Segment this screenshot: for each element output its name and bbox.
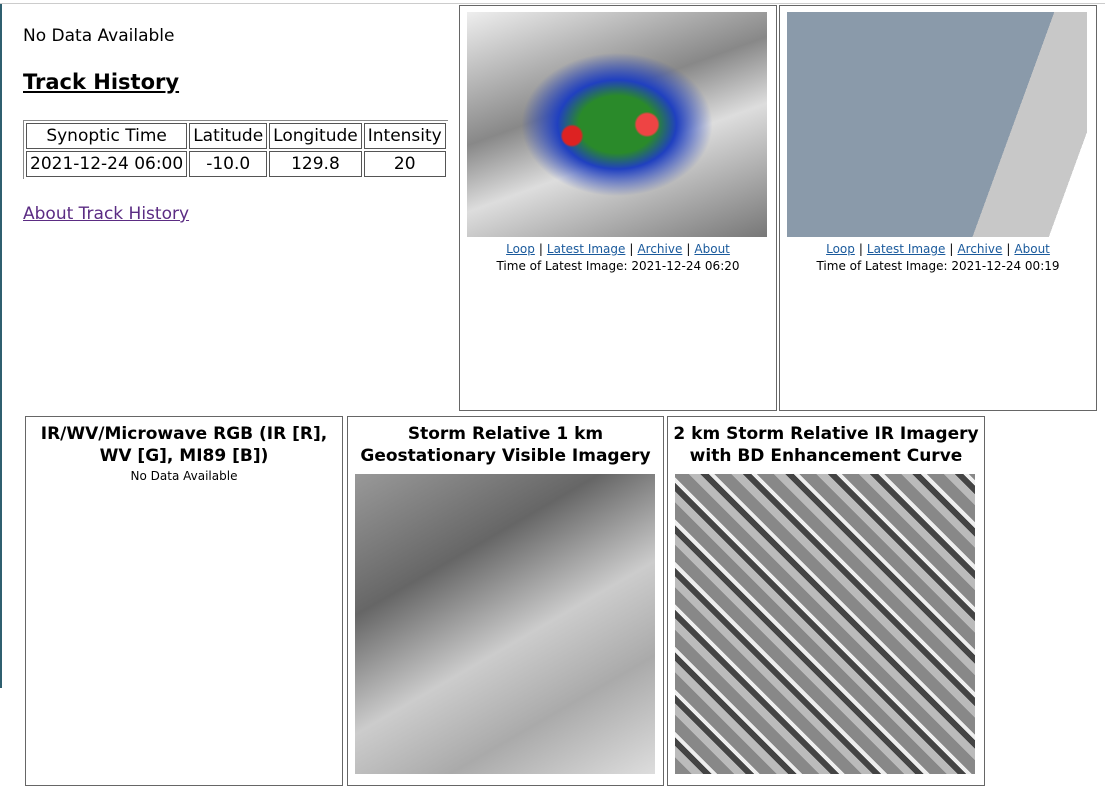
panel-title: Storm Relative 1 km Geostationary Visibl…	[360, 424, 651, 466]
table-row: 2021-12-24 06:00 -10.0 129.8 20	[26, 151, 446, 177]
table-cell: -10.0	[189, 151, 268, 177]
satellite-image[interactable]	[675, 474, 975, 774]
image-link[interactable]: Latest Image	[546, 242, 626, 256]
top-border	[0, 3, 1105, 4]
image-link[interactable]: Archive	[957, 242, 1003, 256]
column-header: Latitude	[189, 123, 268, 149]
status-text: No Data Available	[23, 26, 175, 46]
table-cell: 2021-12-24 06:00	[26, 151, 188, 177]
panel-title: IR/WV/Microwave RGB (IR [R], WV [G], MI8…	[40, 424, 328, 466]
image-link[interactable]: About	[1014, 242, 1050, 256]
image-link[interactable]: About	[694, 242, 730, 256]
image-links: Loop | Latest Image | Archive | About	[460, 242, 776, 256]
separator: |	[538, 242, 543, 256]
panel-title: 2 km Storm Relative IR Imagery with BD E…	[673, 424, 979, 466]
separator: |	[1006, 242, 1011, 256]
table-cell: 129.8	[269, 151, 362, 177]
image-link[interactable]: Archive	[637, 242, 683, 256]
table-cell: 20	[363, 151, 446, 177]
about-link[interactable]: About Track History	[23, 204, 190, 224]
section-title: Track History	[23, 70, 180, 94]
satellite-image[interactable]	[355, 474, 655, 774]
separator: |	[686, 242, 691, 256]
image-panel: 2 km Storm Relative IR Imagery with BD E…	[667, 416, 985, 786]
image-time: Time of Latest Image: 2021-12-24 00:19	[816, 259, 1060, 273]
column-header: Synoptic Time	[26, 123, 188, 149]
header-row: Synoptic Time Latitude Longitude Intensity	[26, 123, 446, 149]
image-panel: Loop | Latest Image | Archive | About Time of L…	[779, 5, 1097, 411]
image-links: Loop | Latest Image | Archive | About	[780, 242, 1096, 256]
image-link[interactable]: Loop	[826, 242, 855, 256]
image-link[interactable]: Loop	[506, 242, 535, 256]
satellite-image[interactable]	[467, 12, 767, 237]
separator: |	[629, 242, 634, 256]
image-panel: Storm Relative 1 km Geostationary Visibl…	[347, 416, 664, 786]
status-text: No Data Available	[130, 469, 238, 483]
left-border	[0, 4, 2, 688]
column-header: Longitude	[269, 123, 362, 149]
separator: |	[949, 242, 954, 256]
column-header: Intensity	[363, 123, 446, 149]
image-link[interactable]: Latest Image	[866, 242, 946, 256]
separator: |	[858, 242, 863, 256]
image-time: Time of Latest Image: 2021-12-24 06:20	[496, 259, 740, 273]
satellite-image[interactable]	[787, 12, 1087, 237]
image-panel: Loop | Latest Image | Archive | About Time of L…	[459, 5, 777, 411]
track-history-table: Synoptic Time Latitude Longitude Intensity 2…	[23, 120, 448, 179]
image-panel: IR/WV/Microwave RGB (IR [R], WV [G], MI8…	[25, 416, 343, 786]
